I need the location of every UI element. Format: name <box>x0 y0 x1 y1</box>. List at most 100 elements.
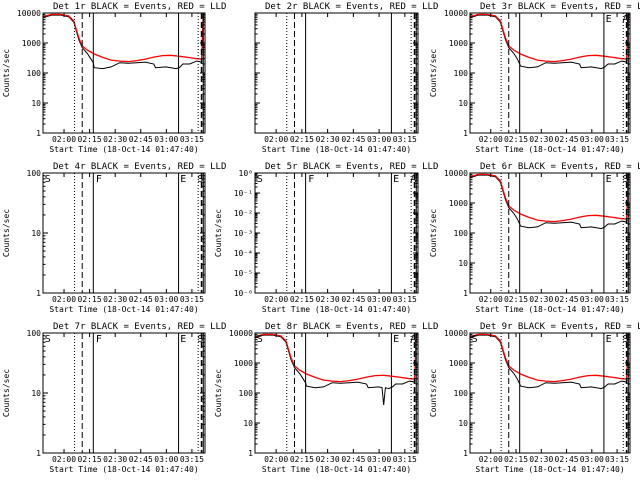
series-lld-line <box>470 173 629 223</box>
y-tick-label: 100 <box>454 69 469 78</box>
flag-letter: S <box>45 334 51 345</box>
x-tick-label: 02:30 <box>103 135 127 144</box>
x-tick-label: 02:30 <box>103 455 127 464</box>
y-tick-label: 10⁻⁴ <box>234 249 253 258</box>
plot-frame <box>469 172 631 294</box>
y-tick-label: 10 <box>243 419 253 428</box>
x-axis-label: Start Time (18-Oct-14 01:47:40) <box>49 145 198 154</box>
flag-letter: E <box>606 14 612 25</box>
x-tick-label: 02:00 <box>52 455 76 464</box>
x-tick-label: 03:15 <box>393 455 417 464</box>
y-tick-label: 1 <box>463 129 468 138</box>
y-tick-label: 10⁻⁶ <box>234 289 253 298</box>
panel-title: Det 7r BLACK = Events, RED = LLD <box>53 322 226 332</box>
panel-title: Det 6r BLACK = Events, RED = LLD <box>480 162 640 172</box>
x-tick-label: 03:00 <box>367 295 391 304</box>
y-tick-label: 1 <box>463 289 468 298</box>
x-axis-label: Start Time (18-Oct-14 01:47:40) <box>49 305 198 314</box>
y-tick-label: 10⁰ <box>239 169 253 178</box>
x-tick-label: 02:00 <box>52 135 76 144</box>
y-tick-label: 10⁻² <box>234 209 253 218</box>
y-axis-label: Counts/sec <box>214 369 223 417</box>
y-tick-label: 1000 <box>449 359 468 368</box>
flag-letter: A <box>622 14 628 25</box>
panel-title: Det 8r BLACK = Events, RED = LLD <box>265 322 438 332</box>
y-axis-label: Counts/sec <box>214 209 223 257</box>
flag-letter: E <box>393 334 399 345</box>
y-tick-label: 1 <box>36 289 41 298</box>
panel-det-6: Det 6r BLACK = Events, RED = LLD E S 02:00 0… <box>429 162 640 314</box>
x-tick-label: 02:00 <box>479 295 503 304</box>
y-tick-label: 10 <box>31 99 41 108</box>
x-tick-label: 03:15 <box>180 135 204 144</box>
y-tick-label: 1000 <box>234 359 253 368</box>
x-tick-label: 03:15 <box>393 295 417 304</box>
x-tick-label: 02:45 <box>341 455 365 464</box>
y-tick-label: 10000 <box>229 329 253 338</box>
flag-letter: E <box>606 334 612 345</box>
y-axis-label: Counts/sec <box>2 49 11 97</box>
x-tick-label: 02:15 <box>78 295 102 304</box>
x-tick-label: 02:45 <box>555 455 579 464</box>
y-axis-label: Counts/sec <box>429 209 438 257</box>
y-tick-label: 10000 <box>17 9 41 18</box>
y-tick-label: 100 <box>27 329 42 338</box>
y-tick-label: 10 <box>31 389 41 398</box>
y-tick-label: 10 <box>31 229 41 238</box>
x-tick-label: 02:45 <box>129 295 153 304</box>
x-tick-label: 03:15 <box>605 295 629 304</box>
x-tick-label: 02:30 <box>529 135 553 144</box>
plot-frame <box>254 12 419 134</box>
y-tick-label: 100 <box>27 169 42 178</box>
flag-letter: E <box>606 174 612 185</box>
panel-title: Det 2r BLACK = Events, RED = LLD <box>265 2 438 12</box>
y-tick-label: 1000 <box>449 39 468 48</box>
y-tick-label: 1 <box>36 129 41 138</box>
x-axis-label: Start Time (18-Oct-14 01:47:40) <box>475 145 624 154</box>
flag-letter: S <box>45 174 51 185</box>
x-tick-label: 02:30 <box>103 295 127 304</box>
flag-letter: E <box>180 334 186 345</box>
plot-frame <box>254 332 419 454</box>
x-tick-label: 03:15 <box>605 455 629 464</box>
flag-letter: S <box>622 174 628 185</box>
x-axis-label: Start Time (18-Oct-14 01:47:40) <box>49 465 198 474</box>
x-tick-label: 03:15 <box>180 455 204 464</box>
x-axis-label: Start Time (18-Oct-14 01:47:40) <box>475 305 624 314</box>
x-tick-label: 02:00 <box>479 455 503 464</box>
y-axis-label: Counts/sec <box>429 369 438 417</box>
x-tick-label: 03:00 <box>367 455 391 464</box>
y-tick-label: 10⁻⁵ <box>234 269 253 278</box>
x-tick-label: 03:00 <box>580 455 604 464</box>
x-axis-label: Start Time (18-Oct-14 01:47:40) <box>262 465 411 474</box>
flag-letter: F <box>96 334 102 345</box>
series-lld-line <box>470 333 629 383</box>
x-tick-label: 02:15 <box>504 455 528 464</box>
plot-frame <box>42 332 206 454</box>
x-tick-label: 02:15 <box>78 455 102 464</box>
x-tick-label: 02:15 <box>78 135 102 144</box>
panel-title: Det 3r BLACK = Events, RED = LLD <box>480 2 640 12</box>
x-tick-label: 02:15 <box>290 295 314 304</box>
y-tick-label: 100 <box>239 389 254 398</box>
series-events-line <box>470 14 629 70</box>
y-tick-label: 100 <box>27 69 42 78</box>
series-lld-line <box>255 333 417 383</box>
plot-frame <box>42 172 206 294</box>
y-tick-label: 10⁻¹ <box>234 189 253 198</box>
x-tick-label: 02:45 <box>341 135 365 144</box>
x-tick-label: 03:00 <box>367 135 391 144</box>
y-tick-label: 10 <box>458 99 468 108</box>
y-tick-label: 10 <box>458 419 468 428</box>
panel-title: Det 9r BLACK = Events, RED = LLD <box>480 322 640 332</box>
x-tick-label: 02:15 <box>290 135 314 144</box>
x-tick-label: 02:45 <box>129 455 153 464</box>
y-tick-label: 1000 <box>22 39 41 48</box>
plot-frame <box>42 12 206 134</box>
x-axis-label: Start Time (18-Oct-14 01:47:40) <box>475 465 624 474</box>
flag-letter: S <box>622 334 628 345</box>
